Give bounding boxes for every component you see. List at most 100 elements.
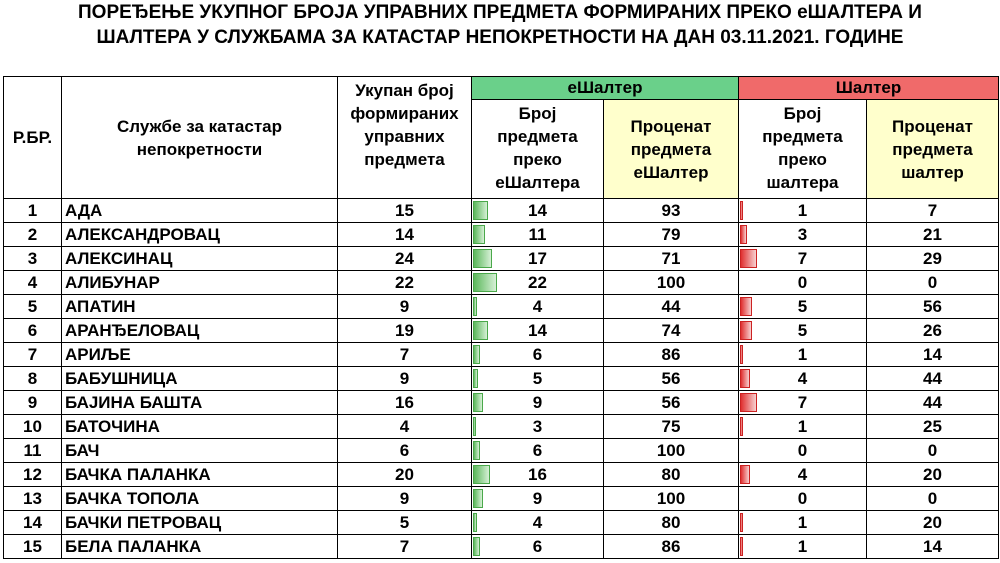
esalter-count: 9	[471, 486, 604, 511]
salter-count-value: 4	[797, 465, 808, 484]
page-title: ПОРЕЂЕЊЕ УКУПНОГ БРОЈА УПРАВНИХ ПРЕДМЕТА…	[0, 0, 1000, 50]
esalter-percent: 86	[603, 534, 739, 559]
office-name: БАЈИНА БАШТА	[61, 390, 338, 415]
salter-count: 3	[738, 222, 867, 247]
office-name: БЕЛА ПАЛАНКА	[61, 534, 338, 559]
salter-count-value: 3	[797, 225, 808, 244]
salter-data-bar	[740, 345, 743, 364]
salter-count: 5	[738, 318, 867, 343]
salter-percent: 0	[866, 270, 999, 295]
esalter-count: 6	[471, 438, 604, 463]
esalter-count: 4	[471, 510, 604, 535]
table-row: 1 АДА 15 14 93 1 7	[3, 198, 999, 223]
salter-count-value: 7	[797, 393, 808, 412]
total-count: 22	[337, 270, 472, 295]
esalter-percent: 80	[603, 510, 739, 535]
total-count: 14	[337, 222, 472, 247]
salter-percent: 14	[866, 534, 999, 559]
office-name: БАБУШНИЦА	[61, 366, 338, 391]
salter-percent: 0	[866, 438, 999, 463]
esalter-data-bar	[473, 321, 488, 340]
salter-data-bar	[740, 537, 743, 556]
esalter-percent: 71	[603, 246, 739, 271]
row-number: 5	[3, 294, 62, 319]
row-number: 2	[3, 222, 62, 247]
salter-count: 7	[738, 390, 867, 415]
table-row: 11 БАЧ 6 6 100 0 0	[3, 438, 999, 463]
esalter-count: 22	[471, 270, 604, 295]
row-number: 13	[3, 486, 62, 511]
salter-data-bar	[740, 321, 752, 340]
row-number: 6	[3, 318, 62, 343]
total-count: 15	[337, 198, 472, 223]
total-count: 24	[337, 246, 472, 271]
table-row: 5 АПАТИН 9 4 44 5 56	[3, 294, 999, 319]
esalter-percent: 93	[603, 198, 739, 223]
total-count: 9	[337, 294, 472, 319]
esalter-percent: 74	[603, 318, 739, 343]
esalter-data-bar	[473, 465, 490, 484]
salter-count: 0	[738, 438, 867, 463]
row-number: 8	[3, 366, 62, 391]
esalter-count-value: 3	[532, 417, 543, 436]
esalter-data-bar	[473, 489, 483, 508]
esalter-percent: 79	[603, 222, 739, 247]
salter-data-bar	[740, 225, 747, 244]
table-row: 12 БАЧКА ПАЛАНКА 20 16 80 4 20	[3, 462, 999, 487]
row-number: 1	[3, 198, 62, 223]
salter-data-bar	[740, 513, 743, 532]
esalter-percent: 86	[603, 342, 739, 367]
salter-count-value: 1	[797, 537, 808, 556]
header-s-count: Број предмета преко шалтера	[738, 99, 867, 199]
cadastre-table: Р.БР. Службе за катастар непокретности У…	[3, 76, 999, 559]
office-name: АЛЕКСИНАЦ	[61, 246, 338, 271]
salter-count-value: 5	[797, 297, 808, 316]
row-number: 4	[3, 270, 62, 295]
total-count: 9	[337, 486, 472, 511]
total-count: 16	[337, 390, 472, 415]
esalter-count: 14	[471, 198, 604, 223]
esalter-percent: 80	[603, 462, 739, 487]
esalter-percent: 75	[603, 414, 739, 439]
esalter-count-value: 22	[528, 273, 547, 292]
esalter-percent: 100	[603, 486, 739, 511]
salter-count-value: 0	[797, 489, 808, 508]
table-row: 3 АЛЕКСИНАЦ 24 17 71 7 29	[3, 246, 999, 271]
total-count: 7	[337, 342, 472, 367]
title-line-2: ШАЛТЕРА У СЛУЖБАМА ЗА КАТАСТАР НЕПОКРЕТН…	[96, 27, 904, 48]
office-name: БАЧКА ТОПОЛА	[61, 486, 338, 511]
title-line-1: ПОРЕЂЕЊЕ УКУПНОГ БРОЈА УПРАВНИХ ПРЕДМЕТА…	[78, 2, 922, 23]
esalter-count: 16	[471, 462, 604, 487]
table-row: 13 БАЧКА ТОПОЛА 9 9 100 0 0	[3, 486, 999, 511]
esalter-count-value: 9	[532, 489, 543, 508]
office-name: БАЧКА ПАЛАНКА	[61, 462, 338, 487]
salter-count: 7	[738, 246, 867, 271]
header-e-percent: Проценат предмета еШалтер	[603, 99, 739, 199]
salter-count-value: 4	[797, 369, 808, 388]
row-number: 12	[3, 462, 62, 487]
total-count: 19	[337, 318, 472, 343]
esalter-data-bar	[473, 297, 477, 316]
total-count: 20	[337, 462, 472, 487]
salter-count-value: 1	[797, 345, 808, 364]
esalter-count: 3	[471, 414, 604, 439]
salter-percent: 25	[866, 414, 999, 439]
salter-count: 4	[738, 366, 867, 391]
esalter-count-value: 6	[532, 345, 543, 364]
esalter-count-value: 6	[532, 441, 543, 460]
salter-count: 4	[738, 462, 867, 487]
salter-count-value: 5	[797, 321, 808, 340]
salter-percent: 26	[866, 318, 999, 343]
esalter-count: 6	[471, 342, 604, 367]
total-count: 9	[337, 366, 472, 391]
esalter-data-bar	[473, 273, 497, 292]
esalter-data-bar	[473, 249, 492, 268]
header-rbr: Р.БР.	[3, 76, 62, 199]
row-number: 3	[3, 246, 62, 271]
salter-count: 1	[738, 198, 867, 223]
esalter-percent: 100	[603, 438, 739, 463]
esalter-count: 4	[471, 294, 604, 319]
salter-percent: 20	[866, 462, 999, 487]
esalter-data-bar	[473, 537, 480, 556]
esalter-count: 9	[471, 390, 604, 415]
